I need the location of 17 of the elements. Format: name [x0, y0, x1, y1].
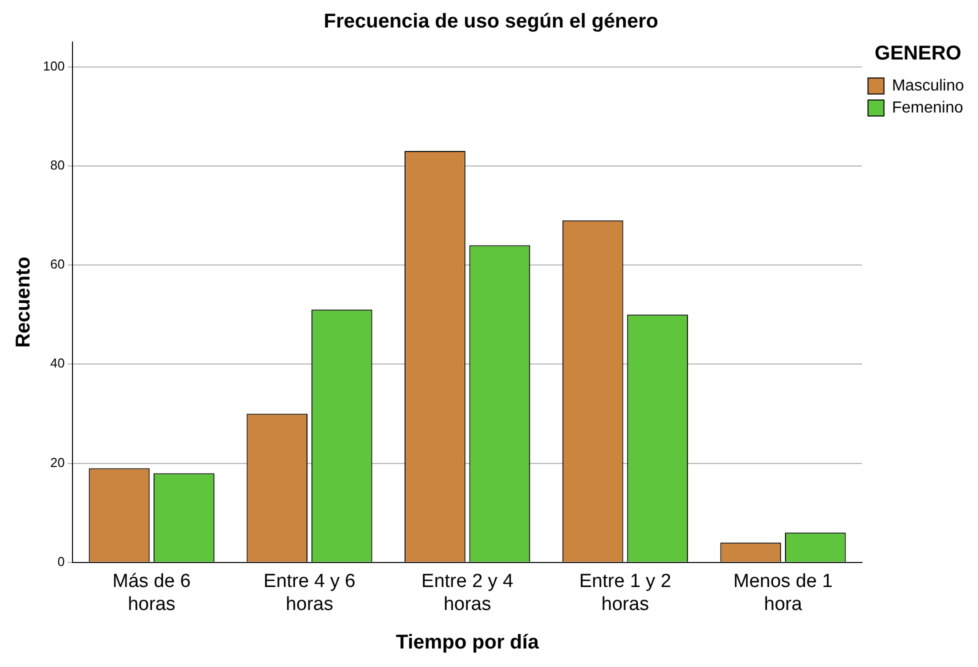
- x-tick-label: Entre 4 y 6 horas: [264, 571, 356, 615]
- y-tick-label: 60: [50, 256, 65, 272]
- y-tick-label: 40: [50, 356, 65, 371]
- y-tick-label: 80: [50, 157, 65, 172]
- y-tick-label: 20: [50, 454, 65, 470]
- x-tick-label: Entre 1 y 2 horas: [579, 571, 672, 615]
- x-tick-label: Más de 6 horas: [112, 571, 191, 615]
- legend-label: Femenino: [892, 99, 964, 116]
- x-tick-label: Entre 2 y 4 horas: [421, 571, 514, 615]
- x-axis-title: Tiempo por día: [396, 632, 540, 654]
- y-axis-title: Recuento: [12, 256, 35, 348]
- legend-label: Masculino: [892, 77, 964, 94]
- legend-title: GENERO: [874, 42, 962, 65]
- y-tick-label: 0: [57, 554, 65, 569]
- chart-title: Frecuencia de uso según el género: [324, 10, 658, 33]
- x-tick-label: Menos de 1 hora: [733, 571, 833, 615]
- y-tick-label: 100: [42, 58, 65, 74]
